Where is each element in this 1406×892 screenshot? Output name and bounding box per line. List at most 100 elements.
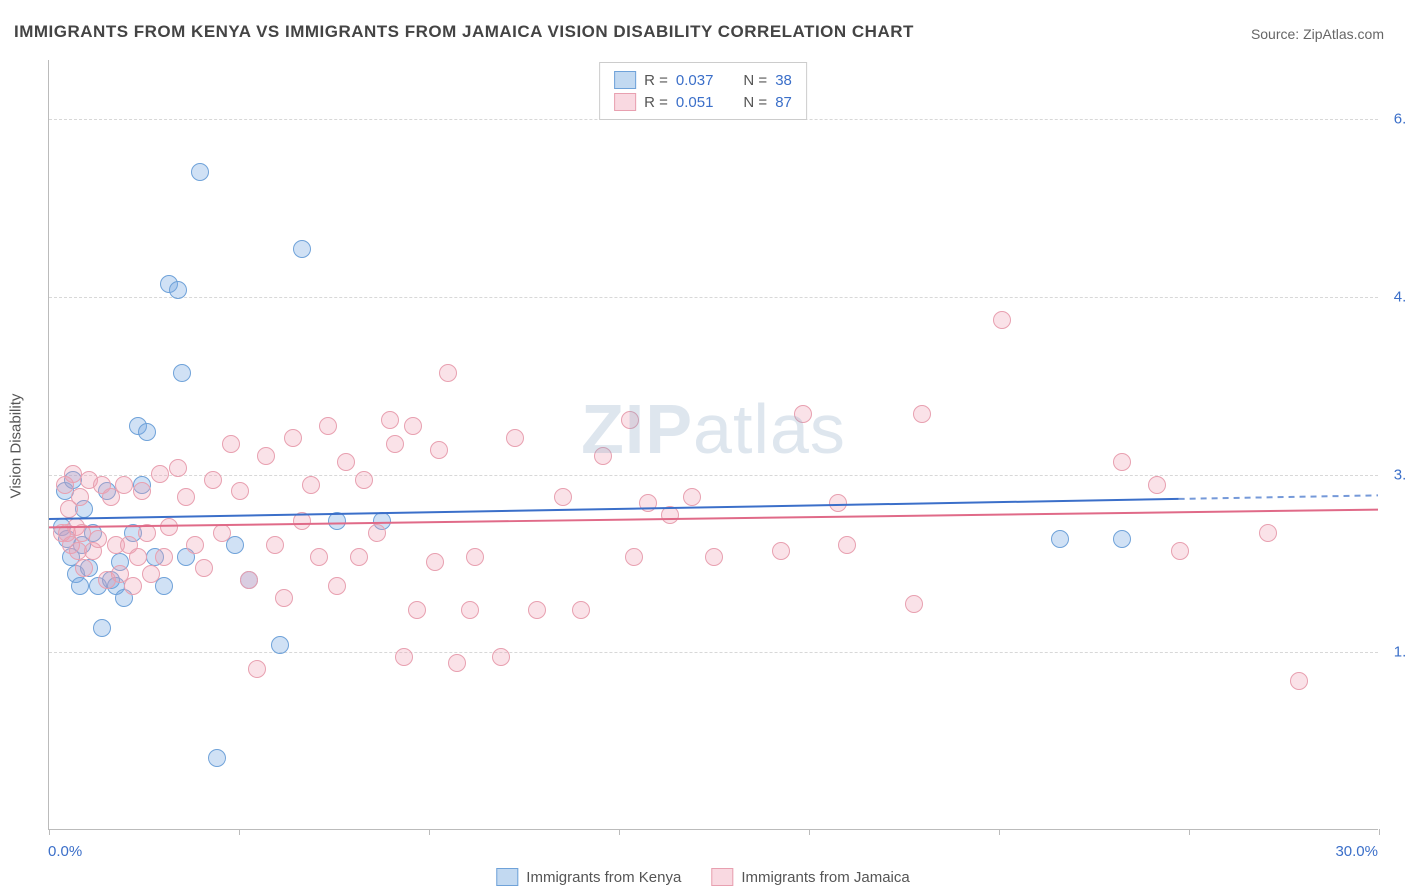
legend-n-value: 87 <box>775 94 792 111</box>
legend-item: Immigrants from Jamaica <box>711 868 909 886</box>
data-point <box>284 429 302 447</box>
data-point <box>705 548 723 566</box>
data-point <box>248 660 266 678</box>
data-point <box>355 471 373 489</box>
data-point <box>151 465 169 483</box>
data-point <box>1148 476 1166 494</box>
chart-title: IMMIGRANTS FROM KENYA VS IMMIGRANTS FROM… <box>14 22 914 42</box>
data-point <box>293 240 311 258</box>
x-tick <box>809 829 810 835</box>
gridline <box>49 652 1378 653</box>
x-axis-max-label: 30.0% <box>1335 843 1378 860</box>
data-point <box>386 435 404 453</box>
legend-row: R = 0.037N = 38 <box>614 69 792 91</box>
data-point <box>1171 542 1189 560</box>
data-point <box>439 364 457 382</box>
legend-swatch <box>614 71 636 89</box>
legend-series-label: Immigrants from Kenya <box>526 869 681 886</box>
data-point <box>275 589 293 607</box>
y-tick-label: 1.5% <box>1384 644 1406 661</box>
data-point <box>461 601 479 619</box>
data-point <box>71 488 89 506</box>
data-point <box>448 654 466 672</box>
data-point <box>186 536 204 554</box>
data-point <box>594 447 612 465</box>
legend-row: R = 0.051N = 87 <box>614 91 792 113</box>
data-point <box>115 476 133 494</box>
data-point <box>93 619 111 637</box>
data-point <box>124 577 142 595</box>
x-tick <box>49 829 50 835</box>
legend-series-label: Immigrants from Jamaica <box>741 869 909 886</box>
data-point <box>328 512 346 530</box>
legend-r-value: 0.037 <box>676 72 714 89</box>
data-point <box>75 559 93 577</box>
data-point <box>328 577 346 595</box>
x-tick <box>999 829 1000 835</box>
legend-n-value: 38 <box>775 72 792 89</box>
scatter-plot: ZIPatlas 1.5%3.0%4.5%6.0% <box>48 60 1378 830</box>
data-point <box>208 749 226 767</box>
data-point <box>138 524 156 542</box>
data-point <box>492 648 510 666</box>
legend-swatch <box>614 93 636 111</box>
data-point <box>350 548 368 566</box>
data-point <box>319 417 337 435</box>
x-tick <box>239 829 240 835</box>
data-point <box>621 411 639 429</box>
data-point <box>191 163 209 181</box>
data-point <box>266 536 284 554</box>
correlation-legend: R = 0.037N = 38R = 0.051N = 87 <box>599 62 807 120</box>
data-point <box>89 530 107 548</box>
legend-item: Immigrants from Kenya <box>496 868 681 886</box>
data-point <box>368 524 386 542</box>
data-point <box>1113 530 1131 548</box>
data-point <box>160 518 178 536</box>
x-axis-min-label: 0.0% <box>48 843 82 860</box>
legend-r-label: R = <box>644 94 668 111</box>
series-legend: Immigrants from Kenya Immigrants from Jam… <box>496 868 909 886</box>
data-point <box>829 494 847 512</box>
gridline <box>49 475 1378 476</box>
data-point <box>905 595 923 613</box>
data-point <box>993 311 1011 329</box>
watermark: ZIPatlas <box>581 389 846 469</box>
data-point <box>1051 530 1069 548</box>
data-point <box>1113 453 1131 471</box>
data-point <box>155 548 173 566</box>
y-axis-label: Vision Disability <box>8 394 25 499</box>
data-point <box>683 488 701 506</box>
data-point <box>639 494 657 512</box>
data-point <box>430 441 448 459</box>
data-point <box>293 512 311 530</box>
data-point <box>129 548 147 566</box>
data-point <box>554 488 572 506</box>
data-point <box>408 601 426 619</box>
y-tick-label: 3.0% <box>1384 466 1406 483</box>
source-label: Source: ZipAtlas.com <box>1251 26 1384 42</box>
x-tick <box>429 829 430 835</box>
data-point <box>466 548 484 566</box>
data-point <box>195 559 213 577</box>
data-point <box>271 636 289 654</box>
data-point <box>395 648 413 666</box>
data-point <box>177 488 195 506</box>
data-point <box>404 417 422 435</box>
legend-swatch <box>711 868 733 886</box>
trend-lines <box>49 60 1378 829</box>
data-point <box>772 542 790 560</box>
data-point <box>302 476 320 494</box>
data-point <box>913 405 931 423</box>
data-point <box>133 482 151 500</box>
legend-r-value: 0.051 <box>676 94 714 111</box>
data-point <box>1290 672 1308 690</box>
y-tick-label: 6.0% <box>1384 111 1406 128</box>
data-point <box>1259 524 1277 542</box>
data-point <box>528 601 546 619</box>
data-point <box>794 405 812 423</box>
data-point <box>506 429 524 447</box>
data-point <box>222 435 240 453</box>
data-point <box>572 601 590 619</box>
data-point <box>142 565 160 583</box>
data-point <box>213 524 231 542</box>
